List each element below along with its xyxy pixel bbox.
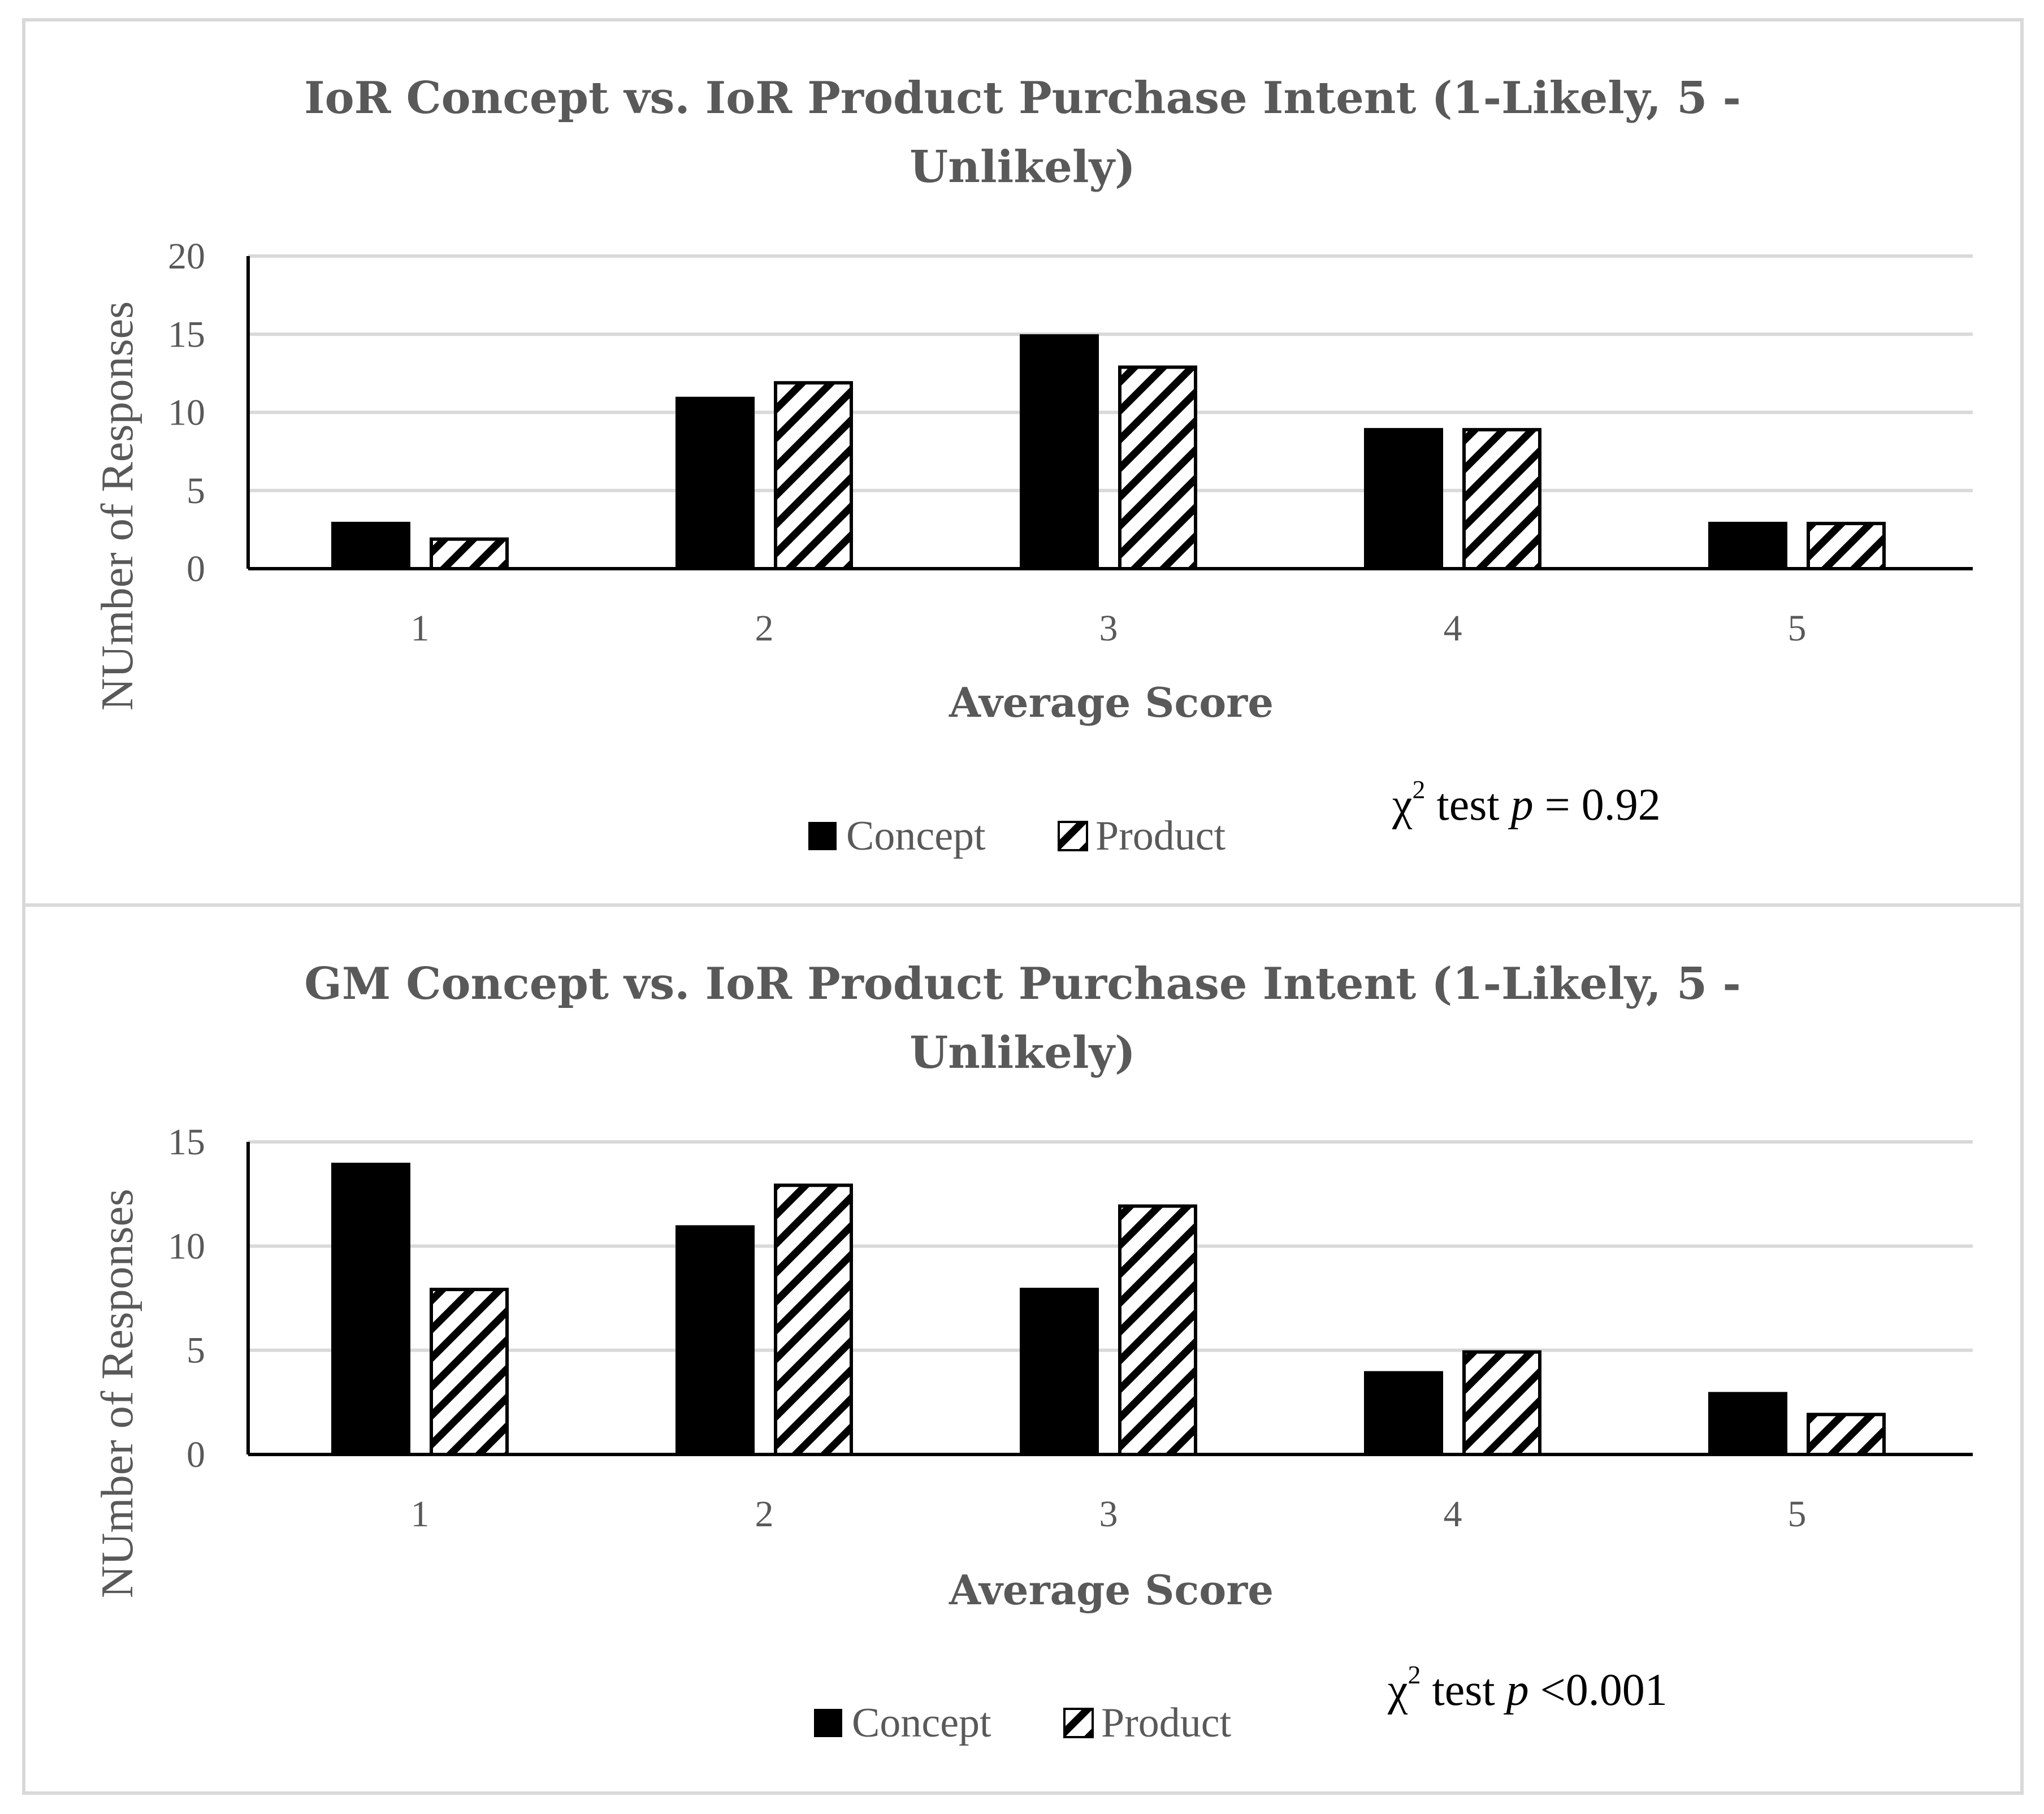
chart-2-title-line-1: GM Concept vs. IoR Product Purchase Inte… (304, 958, 1740, 1010)
chart-1-test-text: test (1426, 780, 1511, 830)
chart-2-x-tick-label: 3 (1099, 1493, 1118, 1535)
chart-1-x-axis-title: Average Score (949, 678, 1274, 726)
chart-1-y-tick-label: 15 (168, 314, 205, 355)
chart-1-y-tick-label: 10 (168, 392, 205, 434)
chart-1-chi-symbol: χ (1392, 780, 1413, 830)
chart-2-x-ticks: 1 2 3 4 5 (411, 1493, 1807, 1535)
chart-2-x-tick-label: 5 (1788, 1493, 1807, 1535)
chart-1-legend-concept-label: Concept (846, 813, 986, 859)
chart-2-chi-superscript: 2 (1408, 1660, 1421, 1689)
chart-2-x-axis-title: Average Score (949, 1566, 1274, 1614)
chart-2-x-tick-label: 2 (755, 1493, 774, 1535)
chart-1-p-value: = 0.92 (1534, 780, 1661, 830)
chart-2-legend-concept-swatch (814, 1709, 842, 1737)
chart-2-y-tick-label: 0 (187, 1434, 205, 1475)
chart-1-legend-product-label: Product (1095, 813, 1226, 859)
chart-1-x-tick-label: 1 (411, 608, 430, 649)
chart-2-x-tick-label: 4 (1444, 1493, 1462, 1535)
chart-2-bar-concept (1364, 1371, 1443, 1454)
chart-1-chi-superscript: 2 (1413, 775, 1426, 804)
chart-2-bar-concept (1020, 1288, 1099, 1454)
chart-2-gridlines (248, 1140, 1973, 1352)
chart-1-y-tick-label: 20 (168, 236, 205, 277)
chart-2-y-axis-title: NUmber of Responses (93, 1189, 142, 1598)
chart-panel-2: GM Concept vs. IoR Product Purchase Inte… (22, 903, 2024, 1795)
chart-1-chi-square-annotation: χ2 test p = 0.92 (1392, 775, 1661, 830)
chart-1-x-tick-label: 4 (1444, 608, 1462, 649)
chart-1-bar-concept (675, 396, 755, 569)
chart-1-y-tick-label: 5 (187, 470, 205, 512)
chart-2-legend-product-label: Product (1101, 1700, 1232, 1746)
chart-1-title-line-1: IoR Concept vs. IoR Product Purchase Int… (304, 72, 1741, 124)
chart-2-legend-concept-label: Concept (852, 1700, 991, 1746)
chart-1-gridlines (248, 254, 1973, 492)
chart-2-test-text: test (1421, 1665, 1506, 1715)
chart-1-bar-product (774, 381, 853, 570)
chart-1-bar-product (1118, 365, 1197, 570)
chart-1-y-ticks: 0 5 10 15 20 (168, 236, 205, 590)
chart-1-bar-product (1462, 428, 1541, 571)
chart-1-x-tick-label: 3 (1099, 608, 1118, 649)
chart-2-y-ticks: 0 5 10 15 (168, 1122, 205, 1475)
chart-panel-1: IoR Concept vs. IoR Product Purchase Int… (22, 18, 2024, 907)
chart-1-legend: Concept Product (808, 813, 1226, 859)
chart-2-title-line-2: Unlikely) (910, 1027, 1136, 1079)
chart-2-chi-symbol: χ (1387, 1665, 1408, 1715)
chart-2-bar-product (430, 1288, 509, 1456)
chart-2-chi-square-annotation: χ2 test p <0.001 (1387, 1660, 1668, 1715)
chart-1-p-symbol: p (1508, 780, 1534, 830)
chart-1-bar-product (430, 537, 509, 571)
chart-2-bar-product (1462, 1350, 1541, 1457)
chart-2-legend: Concept Product (814, 1700, 1232, 1746)
chart-2-bar-concept (675, 1225, 755, 1454)
chart-2-bar-concept (1708, 1392, 1787, 1454)
chart-2-p-symbol: p (1504, 1665, 1529, 1715)
chart-2-legend-product-swatch (1063, 1708, 1094, 1738)
chart-2-y-tick-label: 15 (168, 1122, 205, 1163)
chart-1-legend-concept-swatch (808, 822, 837, 850)
chart-2-p-value: <0.001 (1529, 1665, 1668, 1715)
chart-1-x-tick-label: 2 (755, 608, 774, 649)
chart-1-bar-concept (1020, 334, 1099, 569)
chart-2-x-tick-label: 1 (411, 1493, 430, 1535)
chart-1-x-tick-label: 5 (1788, 608, 1807, 649)
chart-1-bar-concept (1708, 522, 1787, 569)
chart-2-bar-product (774, 1183, 853, 1457)
chart-1-bar-concept (331, 522, 410, 569)
chart-1-bar-concept (1364, 428, 1443, 569)
chart-1-legend-product-swatch (1058, 821, 1088, 851)
chart-1-y-axis-title: NUmber of Responses (93, 301, 142, 711)
chart-2-bar-concept (331, 1162, 410, 1454)
chart-2-bar-product (1118, 1204, 1197, 1457)
chart-1-y-tick-label: 0 (187, 548, 205, 590)
chart-2-bar-product (1807, 1413, 1886, 1456)
chart-2-y-tick-label: 5 (187, 1330, 205, 1371)
chart-2-y-tick-label: 10 (168, 1226, 205, 1267)
chart-1-bar-product (1807, 522, 1886, 570)
chart-1-title-line-2: Unlikely) (910, 141, 1136, 193)
chart-1-x-ticks: 1 2 3 4 5 (411, 608, 1807, 649)
